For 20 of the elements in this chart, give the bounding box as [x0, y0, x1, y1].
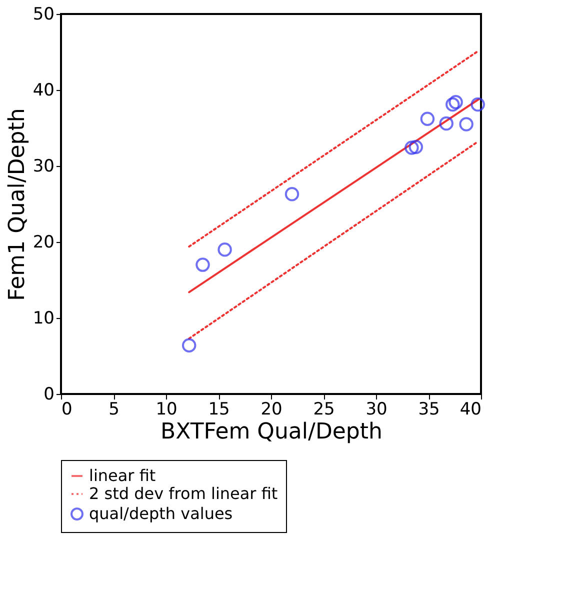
x-tick-label: 35	[418, 400, 440, 420]
y-tick-label: 20	[32, 232, 54, 252]
x-tick-label: 15	[208, 400, 230, 420]
x-tick-label: 40	[460, 400, 482, 420]
legend-label: 2 std dev from linear fit	[89, 484, 278, 503]
x-tick-label: 25	[313, 400, 335, 420]
x-tick-label: 30	[366, 400, 388, 420]
y-tick-label: 30	[32, 156, 54, 176]
y-tick-label: 10	[32, 308, 54, 328]
y-tick-label: 40	[32, 80, 54, 100]
y-tick-label: 50	[32, 4, 54, 24]
x-tick-label: 0	[62, 400, 72, 420]
legend-label: qual/depth values	[89, 504, 233, 523]
x-tick-label: 5	[108, 400, 120, 420]
x-axis-title: BXTFem Qual/Depth	[160, 420, 382, 444]
y-tick-label: 0	[44, 384, 54, 404]
y-axis-title: Fem1 Qual/Depth	[4, 108, 30, 301]
legend-label: linear fit	[89, 466, 156, 485]
x-tick-label: 10	[156, 400, 178, 420]
x-tick-label: 20	[260, 400, 282, 420]
